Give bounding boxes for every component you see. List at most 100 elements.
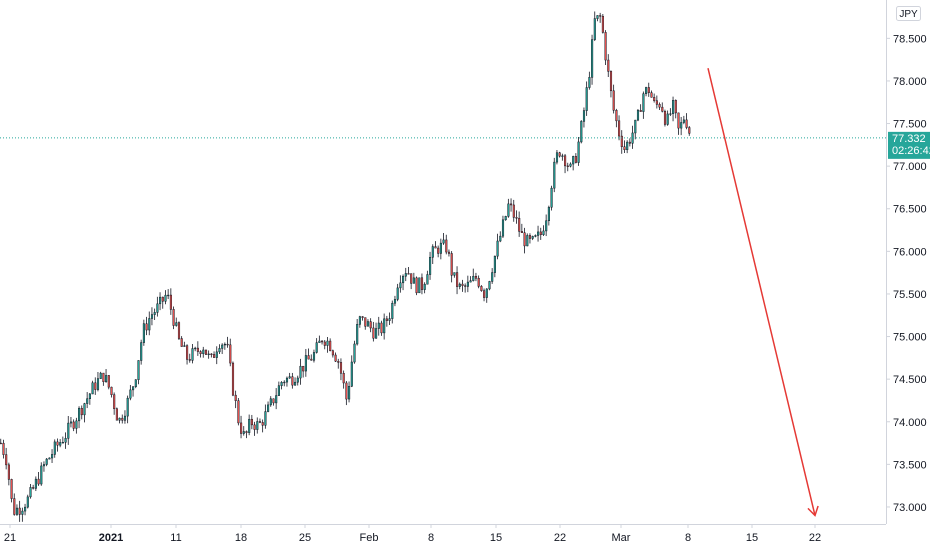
candle	[510, 198, 513, 212]
candle	[67, 415, 70, 445]
candle	[245, 430, 248, 439]
candle	[242, 426, 245, 436]
candle	[24, 503, 27, 516]
candle	[307, 348, 310, 360]
candle	[226, 336, 229, 348]
candle	[248, 414, 251, 436]
candle	[666, 110, 669, 126]
candle	[5, 447, 8, 470]
candle	[447, 249, 451, 257]
candle	[213, 351, 216, 358]
candle	[88, 392, 91, 405]
arrow-shaft	[707, 67, 816, 516]
candle	[96, 371, 100, 392]
candle	[42, 461, 46, 472]
x-tick-label: 15	[490, 532, 502, 544]
candle	[40, 462, 43, 486]
candle	[53, 439, 56, 458]
candle	[466, 275, 469, 293]
candle	[280, 381, 283, 390]
candle	[142, 319, 145, 346]
candle	[618, 115, 621, 141]
candle	[145, 316, 148, 336]
candle	[202, 346, 205, 358]
candle	[388, 312, 391, 326]
candle	[18, 500, 21, 522]
candle	[518, 211, 521, 237]
candle	[37, 472, 40, 486]
candle	[653, 93, 656, 103]
candle	[361, 316, 364, 321]
candle	[188, 353, 191, 363]
candle	[75, 417, 78, 434]
candle	[402, 274, 405, 291]
forecast-arrow[interactable]	[707, 67, 819, 517]
candle	[553, 157, 556, 193]
candle	[288, 372, 291, 379]
candle	[326, 337, 329, 353]
candle	[474, 272, 478, 282]
x-tick-label: 8	[685, 532, 691, 544]
candle	[366, 319, 370, 327]
candle	[620, 130, 623, 154]
candle	[437, 245, 440, 258]
candle	[175, 317, 178, 327]
candle	[642, 91, 645, 119]
currency-badge[interactable]: JPY	[896, 6, 921, 21]
candle	[261, 419, 264, 433]
candle	[150, 307, 154, 326]
price-axis[interactable]: 73.000 73.500 74.000 74.500 75.000 75.500 76.0…	[886, 33, 927, 514]
candle	[661, 102, 664, 113]
candle	[194, 346, 197, 352]
candle	[323, 339, 326, 350]
candle	[291, 372, 294, 389]
y-tick-label: 73.500	[893, 459, 927, 471]
candle	[264, 404, 267, 429]
candle	[375, 322, 378, 339]
candle	[177, 321, 181, 341]
countdown-timer: 02:26:42	[892, 145, 932, 157]
candle	[59, 439, 62, 448]
candle	[461, 279, 464, 292]
arrow-head	[807, 505, 819, 517]
candle	[299, 358, 302, 385]
candle	[585, 81, 588, 116]
candle	[512, 199, 515, 222]
candle	[277, 381, 280, 396]
candle	[199, 350, 202, 358]
candle	[129, 384, 132, 401]
candle	[607, 54, 610, 78]
candle	[566, 162, 569, 172]
candle	[26, 494, 29, 509]
candle	[415, 276, 418, 296]
candle	[596, 15, 599, 22]
candle	[528, 233, 532, 244]
candle	[267, 401, 270, 413]
candle	[350, 355, 353, 388]
candle	[218, 344, 221, 354]
x-tick-label: 2021	[99, 532, 123, 544]
candle	[407, 266, 410, 275]
candle	[399, 275, 402, 293]
candle	[331, 349, 334, 358]
candle	[393, 295, 397, 307]
candle	[520, 223, 523, 233]
candle	[599, 12, 602, 23]
candle	[547, 205, 550, 226]
candle	[545, 214, 548, 237]
candle	[296, 375, 299, 386]
candle	[250, 414, 253, 430]
x-tick-label: 18	[235, 532, 247, 544]
y-tick-label: 77.500	[893, 119, 927, 131]
candle	[491, 268, 494, 284]
y-tick-label: 77.000	[893, 161, 927, 173]
y-tick-label: 74.000	[893, 417, 927, 429]
candle	[663, 109, 667, 127]
candle	[118, 417, 121, 424]
time-axis[interactable]: 21 2021 11 18 25 Feb 8 15 22 Mar 8 15 22	[4, 524, 821, 544]
candle	[148, 311, 151, 336]
candle	[574, 153, 577, 164]
candle	[609, 70, 613, 98]
candle	[105, 368, 108, 383]
